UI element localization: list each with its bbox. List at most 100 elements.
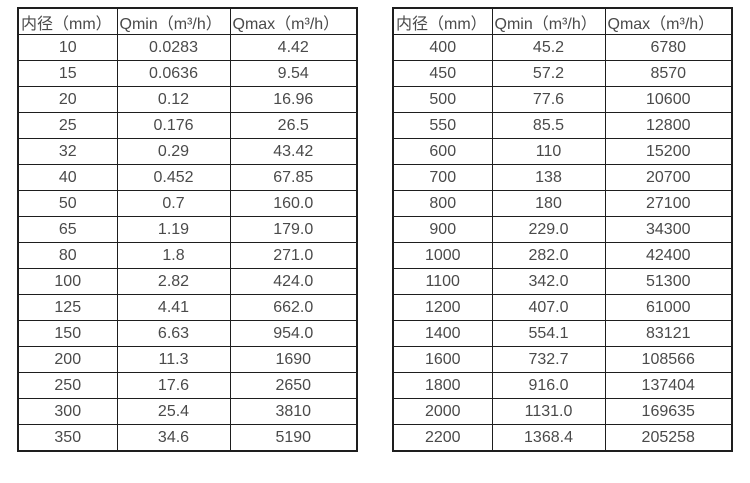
flow-rate-table-small-diameters: 内径（mm） Qmin（m³/h） Qmax（m³/h） 10 0.0283 4.42 15… xyxy=(17,7,358,452)
table-cell-col2: 57.2 xyxy=(491,60,606,87)
table-cell-col3: 108566 xyxy=(604,346,733,373)
table-cell-col3: 27100 xyxy=(604,190,733,217)
table-row: 2200 1368.4 205258 xyxy=(392,424,733,452)
table-cell-col1: 65 xyxy=(17,216,118,243)
table-row: 400 45.2 6780 xyxy=(392,34,733,61)
table-row: 500 77.6 10600 xyxy=(392,86,733,113)
table-cell-col3: 15200 xyxy=(604,138,733,165)
table-cell-col1: 100 xyxy=(17,268,118,295)
table-row: 80 1.8 271.0 xyxy=(17,242,358,269)
table-row: 600 110 15200 xyxy=(392,138,733,165)
table-cell-col1: 32 xyxy=(17,138,118,165)
header-cell-col2: Qmin（m³/h） xyxy=(491,7,606,35)
table-cell-col2: 77.6 xyxy=(491,86,606,113)
table-cell-col1: 2000 xyxy=(392,398,493,425)
table-cell-col1: 700 xyxy=(392,164,493,191)
table-cell-col2: 1368.4 xyxy=(491,424,606,452)
table-cell-col3: 61000 xyxy=(604,294,733,321)
table-row: 250 17.6 2650 xyxy=(17,372,358,399)
table-cell-col2: 110 xyxy=(491,138,606,165)
table-cell-col2: 0.12 xyxy=(116,86,231,113)
table-row: 25 0.176 26.5 xyxy=(17,112,358,139)
table-cell-col1: 450 xyxy=(392,60,493,87)
table-cell-col3: 137404 xyxy=(604,372,733,399)
table-row: 10 0.0283 4.42 xyxy=(17,34,358,61)
table-cell-col1: 1400 xyxy=(392,320,493,347)
table-cell-col3: 2650 xyxy=(229,372,358,399)
table-cell-col3: 205258 xyxy=(604,424,733,452)
table-row: 350 34.6 5190 xyxy=(17,424,358,452)
table-cell-col2: 6.63 xyxy=(116,320,231,347)
table-cell-col2: 0.452 xyxy=(116,164,231,191)
table-cell-col1: 80 xyxy=(17,242,118,269)
table-cell-col3: 26.5 xyxy=(229,112,358,139)
table-row: 20 0.12 16.96 xyxy=(17,86,358,113)
table-cell-col1: 40 xyxy=(17,164,118,191)
table-cell-col3: 169635 xyxy=(604,398,733,425)
table-cell-col1: 1100 xyxy=(392,268,493,295)
table-row: 1200 407.0 61000 xyxy=(392,294,733,321)
table-cell-col2: 1.8 xyxy=(116,242,231,269)
table-cell-col2: 138 xyxy=(491,164,606,191)
table-cell-col3: 6780 xyxy=(604,34,733,61)
table-cell-col1: 400 xyxy=(392,34,493,61)
table-cell-col3: 51300 xyxy=(604,268,733,295)
table-cell-col3: 83121 xyxy=(604,320,733,347)
table-cell-col1: 250 xyxy=(17,372,118,399)
table-cell-col2: 45.2 xyxy=(491,34,606,61)
table-cell-col2: 0.176 xyxy=(116,112,231,139)
table-cell-col2: 0.0636 xyxy=(116,60,231,87)
header-row: 内径（mm） Qmin（m³/h） Qmax（m³/h） xyxy=(392,7,733,35)
header-cell-col3: Qmax（m³/h） xyxy=(604,7,733,35)
table-cell-col2: 732.7 xyxy=(491,346,606,373)
table-cell-col1: 1600 xyxy=(392,346,493,373)
table-cell-col2: 1131.0 xyxy=(491,398,606,425)
table-cell-col3: 10600 xyxy=(604,86,733,113)
table-cell-col2: 1.19 xyxy=(116,216,231,243)
tables-container: 内径（mm） Qmin（m³/h） Qmax（m³/h） 10 0.0283 4.42 15… xyxy=(17,7,733,452)
table-cell-col1: 600 xyxy=(392,138,493,165)
table-cell-col1: 125 xyxy=(17,294,118,321)
table-cell-col2: 0.7 xyxy=(116,190,231,217)
table-cell-col2: 34.6 xyxy=(116,424,231,452)
table-row: 900 229.0 34300 xyxy=(392,216,733,243)
table-row: 100 2.82 424.0 xyxy=(17,268,358,295)
table-row: 40 0.452 67.85 xyxy=(17,164,358,191)
table-cell-col1: 500 xyxy=(392,86,493,113)
table-cell-col1: 10 xyxy=(17,34,118,61)
table-cell-col3: 5190 xyxy=(229,424,358,452)
header-cell-col3: Qmax（m³/h） xyxy=(229,7,358,35)
table-cell-col1: 800 xyxy=(392,190,493,217)
table-row: 32 0.29 43.42 xyxy=(17,138,358,165)
table-cell-col3: 42400 xyxy=(604,242,733,269)
table-row: 125 4.41 662.0 xyxy=(17,294,358,321)
flow-rate-table-large-diameters: 内径（mm） Qmin（m³/h） Qmax（m³/h） 400 45.2 6780 450… xyxy=(392,7,733,452)
table-cell-col1: 300 xyxy=(17,398,118,425)
table-row: 1600 732.7 108566 xyxy=(392,346,733,373)
table-cell-col3: 16.96 xyxy=(229,86,358,113)
table-cell-col3: 34300 xyxy=(604,216,733,243)
table-cell-col2: 282.0 xyxy=(491,242,606,269)
table-cell-col2: 17.6 xyxy=(116,372,231,399)
table-cell-col3: 20700 xyxy=(604,164,733,191)
table-cell-col1: 25 xyxy=(17,112,118,139)
table-cell-col1: 1200 xyxy=(392,294,493,321)
table-cell-col2: 180 xyxy=(491,190,606,217)
table-row: 450 57.2 8570 xyxy=(392,60,733,87)
table-cell-col2: 25.4 xyxy=(116,398,231,425)
table-row: 2000 1131.0 169635 xyxy=(392,398,733,425)
table-row: 1800 916.0 137404 xyxy=(392,372,733,399)
table-cell-col3: 271.0 xyxy=(229,242,358,269)
table-cell-col2: 916.0 xyxy=(491,372,606,399)
table-row: 50 0.7 160.0 xyxy=(17,190,358,217)
table-cell-col3: 954.0 xyxy=(229,320,358,347)
table-row: 15 0.0636 9.54 xyxy=(17,60,358,87)
table-row: 700 138 20700 xyxy=(392,164,733,191)
table-row: 1000 282.0 42400 xyxy=(392,242,733,269)
table-cell-col1: 200 xyxy=(17,346,118,373)
table-cell-col2: 554.1 xyxy=(491,320,606,347)
table-cell-col3: 43.42 xyxy=(229,138,358,165)
table-cell-col1: 550 xyxy=(392,112,493,139)
table-cell-col2: 229.0 xyxy=(491,216,606,243)
